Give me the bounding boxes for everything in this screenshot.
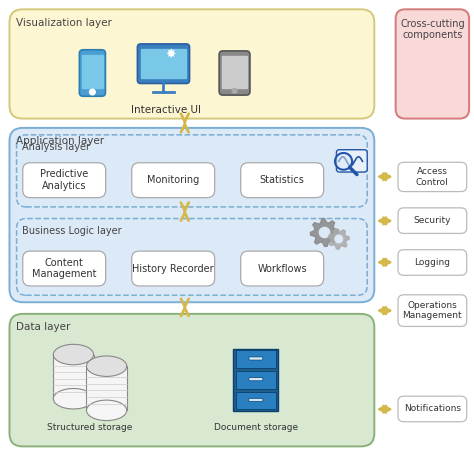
Text: Interactive UI: Interactive UI <box>131 105 201 115</box>
FancyBboxPatch shape <box>9 9 374 119</box>
Bar <box>82 55 102 88</box>
Text: Data layer: Data layer <box>16 322 70 332</box>
Text: Analysis layer: Analysis layer <box>22 142 90 152</box>
FancyBboxPatch shape <box>132 251 215 286</box>
Text: Predictive
Analytics: Predictive Analytics <box>40 169 88 191</box>
FancyBboxPatch shape <box>23 251 106 286</box>
Text: Security: Security <box>414 216 451 225</box>
Text: Statistics: Statistics <box>260 175 305 185</box>
FancyBboxPatch shape <box>241 163 324 198</box>
Text: History Recorder: History Recorder <box>132 264 214 273</box>
Text: Access
Control: Access Control <box>416 167 449 186</box>
Bar <box>86 366 127 411</box>
Bar <box>233 349 278 412</box>
Text: Content
Management: Content Management <box>32 258 96 279</box>
Ellipse shape <box>86 400 127 421</box>
FancyBboxPatch shape <box>9 314 374 446</box>
FancyBboxPatch shape <box>23 163 106 198</box>
Bar <box>236 392 276 409</box>
Text: Logging: Logging <box>414 258 450 267</box>
FancyBboxPatch shape <box>398 396 467 422</box>
Circle shape <box>335 153 352 170</box>
Text: Business Logic layer: Business Logic layer <box>22 226 122 236</box>
FancyBboxPatch shape <box>137 44 190 84</box>
Text: Document storage: Document storage <box>214 423 298 432</box>
FancyBboxPatch shape <box>249 399 263 401</box>
FancyBboxPatch shape <box>17 219 367 295</box>
FancyBboxPatch shape <box>396 9 469 119</box>
Text: Workflows: Workflows <box>257 264 307 273</box>
Bar <box>236 351 276 368</box>
FancyBboxPatch shape <box>398 162 467 192</box>
FancyBboxPatch shape <box>249 357 263 360</box>
FancyBboxPatch shape <box>241 251 324 286</box>
FancyBboxPatch shape <box>249 378 263 381</box>
Ellipse shape <box>86 356 127 377</box>
FancyBboxPatch shape <box>9 128 374 302</box>
FancyBboxPatch shape <box>79 50 105 96</box>
Circle shape <box>232 89 237 93</box>
Ellipse shape <box>53 389 93 409</box>
FancyBboxPatch shape <box>398 250 467 275</box>
FancyBboxPatch shape <box>398 208 467 233</box>
Bar <box>53 354 93 399</box>
Text: Notifications: Notifications <box>404 405 461 413</box>
Ellipse shape <box>53 344 93 365</box>
FancyBboxPatch shape <box>17 135 367 207</box>
Circle shape <box>335 235 343 243</box>
Text: Operations
Management: Operations Management <box>402 301 462 320</box>
Text: Application layer: Application layer <box>16 136 104 146</box>
Polygon shape <box>328 229 349 249</box>
Text: ✸: ✸ <box>165 48 176 60</box>
FancyBboxPatch shape <box>337 150 367 172</box>
Text: Monitoring: Monitoring <box>147 175 199 185</box>
Text: Structured storage: Structured storage <box>47 423 133 432</box>
FancyBboxPatch shape <box>398 295 467 326</box>
Bar <box>222 57 246 88</box>
FancyBboxPatch shape <box>219 51 250 95</box>
Bar <box>141 49 186 78</box>
Circle shape <box>319 227 330 238</box>
Text: Cross-cutting
components: Cross-cutting components <box>400 19 465 40</box>
Text: Visualization layer: Visualization layer <box>16 18 111 28</box>
Polygon shape <box>310 219 339 246</box>
Bar <box>236 371 276 389</box>
FancyBboxPatch shape <box>132 163 215 198</box>
Circle shape <box>90 89 95 95</box>
